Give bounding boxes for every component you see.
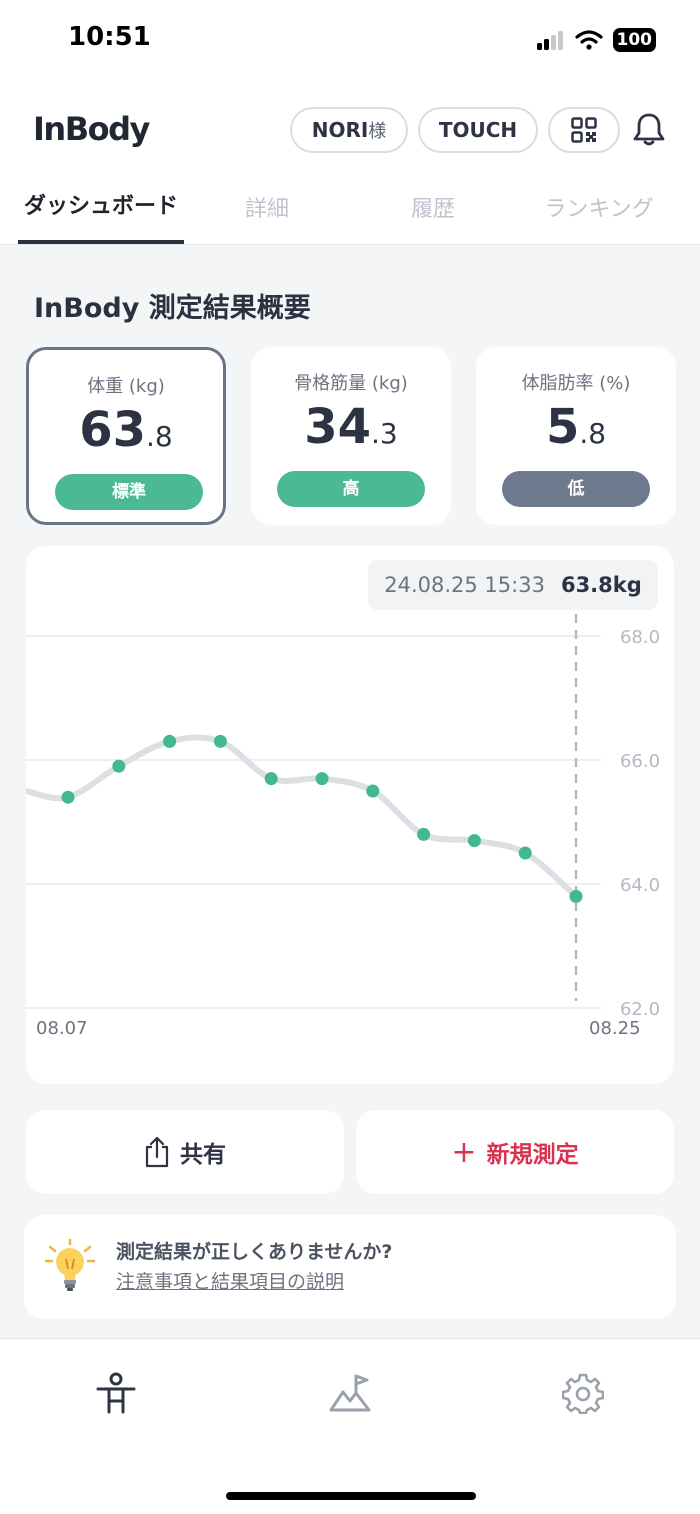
- y-tick-label: 66.0: [620, 751, 660, 772]
- metric-label: 体重 (kg): [87, 376, 165, 397]
- data-point: [112, 759, 126, 773]
- tooltip-date: 24.08.25 15:33: [384, 573, 545, 597]
- status-badge: 高: [277, 471, 425, 507]
- tab-details[interactable]: 詳細: [244, 197, 289, 222]
- wifi-icon: [574, 30, 603, 50]
- home-indicator: [226, 1492, 476, 1500]
- nav-goal-button[interactable]: [320, 1363, 380, 1423]
- inbody-logo: InBody: [33, 110, 150, 148]
- metric-card-weight[interactable]: 体重 (kg) 63.8 標準: [26, 347, 226, 525]
- person-icon: [96, 1372, 136, 1414]
- status-time: 10:51: [68, 22, 151, 52]
- gear-icon: [562, 1373, 604, 1414]
- share-label: 共有: [180, 1142, 226, 1168]
- metric-value: 5.8: [545, 399, 607, 455]
- user-name: NORI: [311, 118, 369, 142]
- app-header: InBody NORI 様 TOUCH: [0, 90, 700, 170]
- tab-dashboard[interactable]: ダッシュボード: [23, 194, 178, 219]
- status-badge: 標準: [55, 474, 203, 510]
- metric-label: 体脂肪率 (%): [521, 373, 631, 394]
- y-tick-label: 64.0: [620, 875, 660, 896]
- x-tick-label: 08.07: [36, 1018, 88, 1039]
- notification-bell-icon[interactable]: [632, 112, 666, 148]
- tab-bar: ダッシュボード 詳細 履歴 ランキング: [0, 170, 700, 245]
- share-button[interactable]: 共有: [26, 1110, 344, 1194]
- data-point: [518, 846, 532, 860]
- y-tick-label: 62.0: [620, 999, 660, 1020]
- user-suffix: 様: [368, 121, 387, 142]
- status-icons: 100: [536, 28, 656, 52]
- metric-value: 63.8: [79, 402, 173, 458]
- metric-card-body-fat[interactable]: 体脂肪率 (%) 5.8 低: [476, 347, 676, 525]
- mountain-flag-icon: [329, 1374, 371, 1412]
- qr-button[interactable]: [548, 107, 620, 153]
- data-point: [315, 772, 329, 786]
- weight-line-chart[interactable]: 68.0 66.0 64.0 62.0 08.07 08.25: [26, 546, 674, 1084]
- data-point: [264, 772, 278, 786]
- data-point: [61, 790, 75, 804]
- share-icon: [145, 1136, 169, 1168]
- metric-value: 34.3: [304, 399, 398, 455]
- active-tab-indicator: [18, 240, 184, 244]
- metric-label: 骨格筋量 (kg): [294, 373, 408, 394]
- data-point: [163, 734, 177, 748]
- nav-body-button[interactable]: [86, 1363, 146, 1423]
- weight-chart-card: 68.0 66.0 64.0 62.0 08.07 08.25 24.08.25 15:3…: [26, 546, 674, 1084]
- qr-code-icon: [571, 117, 597, 143]
- info-card: 測定結果が正しくありませんか? 注意事項と結果項目の説明: [24, 1215, 676, 1319]
- tab-ranking[interactable]: ランキング: [544, 197, 654, 222]
- status-badge: 低: [502, 471, 650, 507]
- data-point: [569, 889, 583, 903]
- data-point: [467, 834, 481, 848]
- data-point: [213, 734, 227, 748]
- info-explanation-link[interactable]: 注意事項と結果項目の説明: [116, 1271, 345, 1293]
- status-bar: 10:51 100: [0, 0, 700, 90]
- metric-card-muscle[interactable]: 骨格筋量 (kg) 34.3 高: [251, 347, 451, 525]
- new-measurement-button[interactable]: + 新規測定: [356, 1110, 674, 1194]
- touch-button[interactable]: TOUCH: [418, 107, 538, 153]
- tab-history[interactable]: 履歴: [410, 197, 455, 222]
- battery-indicator: 100: [612, 28, 656, 52]
- lightbulb-icon: [44, 1239, 96, 1291]
- data-point: [417, 827, 431, 841]
- user-button[interactable]: NORI 様: [290, 107, 408, 153]
- x-tick-label: 08.25: [589, 1018, 641, 1039]
- data-point: [366, 784, 380, 798]
- plus-icon: +: [451, 1134, 477, 1170]
- series-line: [26, 734, 579, 900]
- tooltip-value: 63.8kg: [560, 573, 642, 597]
- signal-icon: [536, 31, 563, 50]
- new-measurement-label: 新規測定: [486, 1142, 579, 1168]
- y-tick-label: 68.0: [620, 627, 660, 648]
- nav-settings-button[interactable]: [553, 1363, 613, 1423]
- chart-tooltip: 24.08.25 15:33 63.8kg: [368, 560, 658, 610]
- summary-title: InBody 測定結果概要: [34, 293, 311, 324]
- info-question: 測定結果が正しくありませんか?: [116, 1241, 393, 1263]
- bottom-nav: [0, 1338, 700, 1514]
